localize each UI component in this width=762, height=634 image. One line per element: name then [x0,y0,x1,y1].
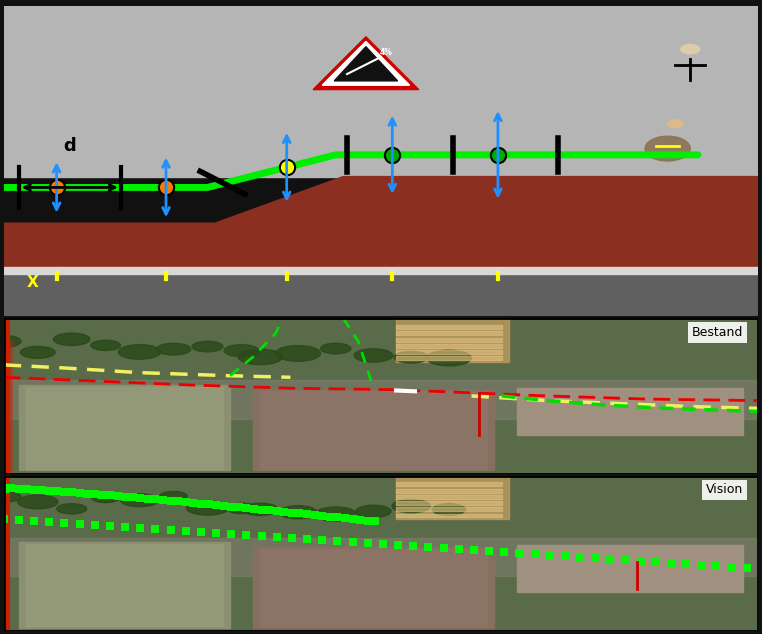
Polygon shape [322,41,410,85]
Text: Bestand: Bestand [692,326,743,339]
Bar [27,387,223,469]
Bar [4,380,758,419]
Bar [19,542,230,628]
Ellipse shape [434,342,463,353]
Ellipse shape [120,494,158,507]
Ellipse shape [19,345,57,358]
Bar [4,538,758,576]
Ellipse shape [18,495,58,509]
Ellipse shape [392,500,431,513]
Ellipse shape [192,339,223,349]
Bar [19,385,230,470]
Polygon shape [4,177,758,270]
Bar [396,501,501,505]
Bar [4,6,758,177]
Bar [253,390,495,470]
Ellipse shape [224,343,259,355]
Text: d: d [63,137,76,155]
Ellipse shape [226,503,257,514]
Ellipse shape [91,493,120,503]
Bar [253,547,495,628]
Bar [396,344,501,348]
Ellipse shape [119,335,161,349]
Bar [27,544,223,626]
Ellipse shape [279,506,317,519]
Ellipse shape [242,503,278,515]
Ellipse shape [0,346,20,358]
Ellipse shape [668,120,683,127]
Polygon shape [313,37,419,89]
Bar [396,318,509,362]
Ellipse shape [317,341,354,354]
Text: Vision: Vision [706,483,743,496]
Ellipse shape [280,346,316,358]
Bar [261,548,487,626]
Bar [396,514,501,517]
Ellipse shape [356,505,391,517]
Ellipse shape [394,348,428,360]
Ellipse shape [160,491,187,501]
Bar [396,476,509,519]
Bar [396,332,501,335]
Ellipse shape [681,44,700,54]
Ellipse shape [56,503,87,514]
Ellipse shape [237,350,283,366]
Ellipse shape [432,503,466,515]
Text: 4%: 4% [379,48,392,57]
Ellipse shape [87,337,125,351]
Polygon shape [335,47,398,81]
Bar [4,267,758,275]
Ellipse shape [151,340,196,356]
Ellipse shape [187,501,229,515]
Ellipse shape [0,491,21,502]
Bar [396,507,501,511]
Ellipse shape [645,136,690,161]
Bar [4,270,758,316]
Bar [396,482,501,486]
Ellipse shape [50,343,93,357]
Bar [396,356,501,360]
Ellipse shape [315,507,357,521]
Bar [396,325,501,329]
Bar [517,545,743,592]
Text: X: X [27,275,38,290]
Bar [396,495,501,499]
Bar [261,391,487,469]
Ellipse shape [354,346,392,358]
Bar [396,350,501,354]
Bar [396,338,501,342]
Bar [396,489,501,493]
Bar [517,388,743,435]
